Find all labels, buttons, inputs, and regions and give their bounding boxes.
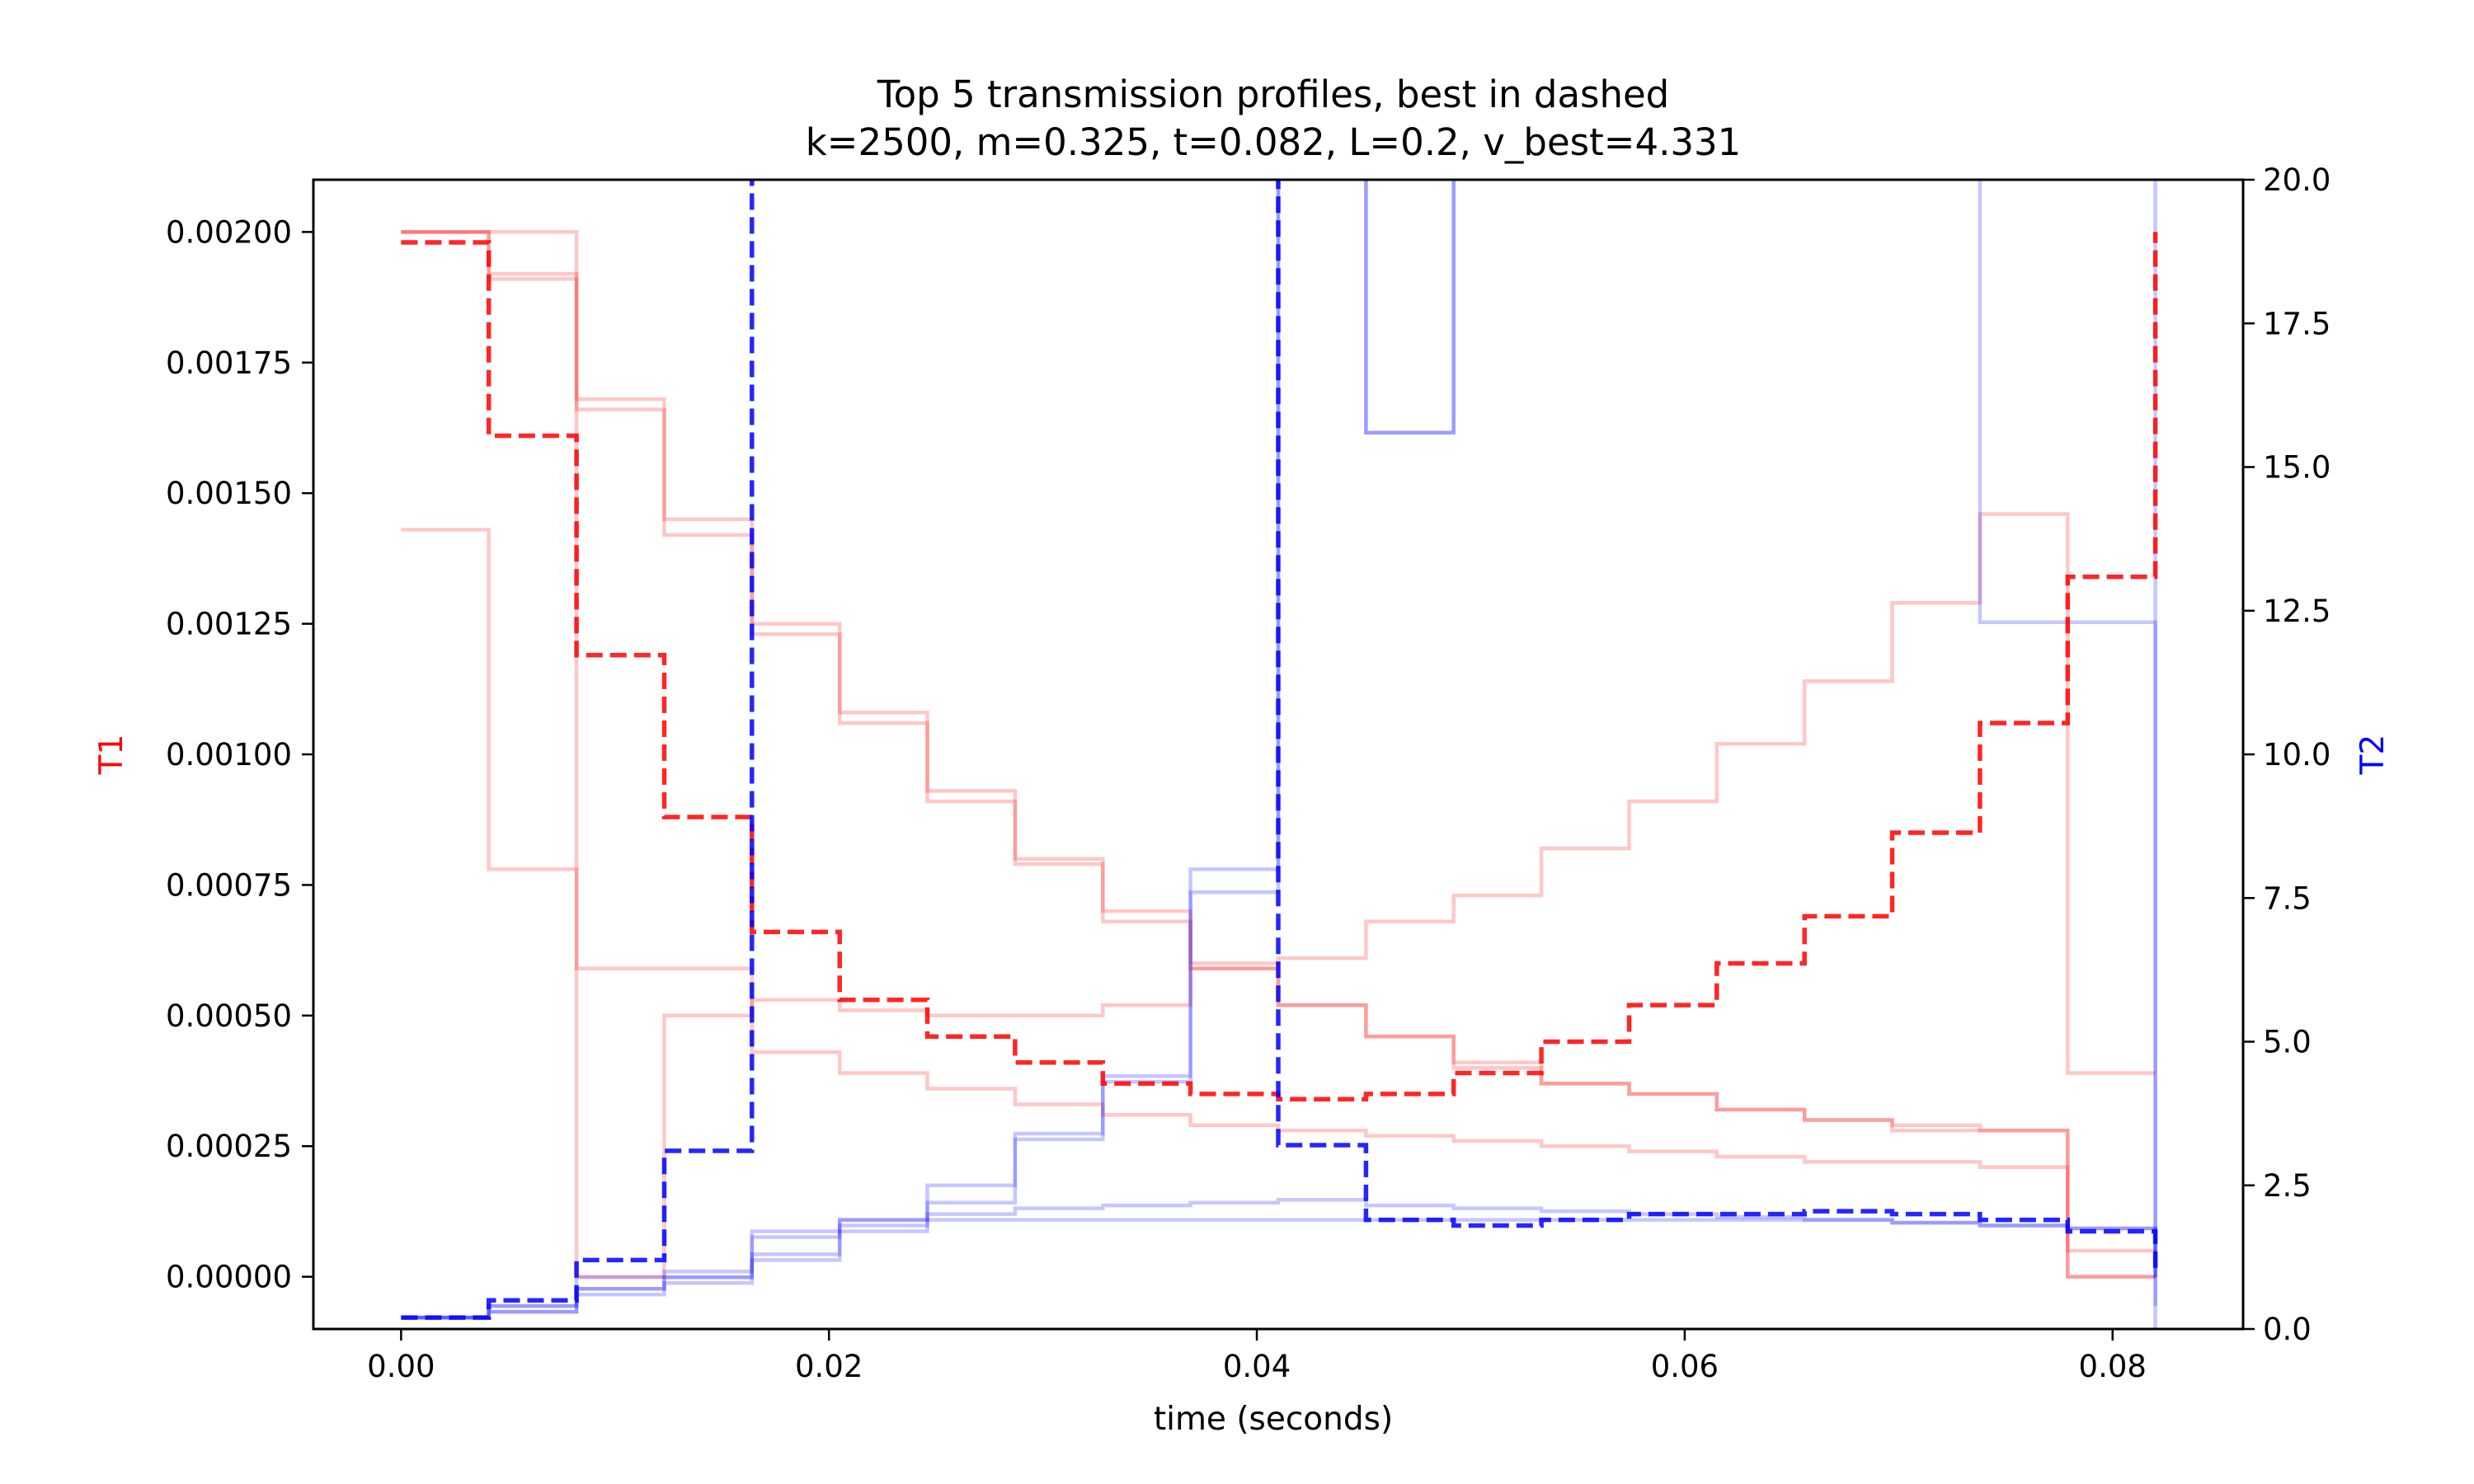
y-right-tick-label: 0.0	[2263, 1312, 2312, 1347]
x-axis-label: time (seconds)	[1154, 1401, 1393, 1438]
t2-series-line	[401, 180, 2157, 1320]
y-left-tick-label: 0.00125	[166, 607, 292, 642]
best-t1-series-line	[401, 232, 2158, 1101]
series-layer	[401, 180, 2158, 1329]
y-left-axis: 0.00000 0.00025 0.00050 0.00075 0.00100 0.001…	[166, 214, 313, 1295]
x-tick-label: 0.06	[1651, 1349, 1719, 1384]
chart-subtitle: k=2500, m=0.325, t=0.082, L=0.2, v_best=…	[806, 120, 1742, 164]
y-left-tick-label: 0.00200	[166, 214, 292, 250]
t1-series-line	[401, 230, 2156, 1279]
x-tick-label: 0.02	[795, 1349, 863, 1384]
y-right-axis: 0.0 2.5 5.0 7.5 10.0 12.5 15.0 17.5 20.0	[2243, 162, 2331, 1347]
t2-series-line	[401, 1218, 2157, 1320]
y-left-tick-label: 0.00050	[166, 998, 292, 1034]
t2-series-line	[401, 1197, 2157, 1320]
y-left-tick-label: 0.00000	[166, 1260, 292, 1295]
x-tick-label: 0.00	[367, 1349, 435, 1384]
y-right-tick-label: 12.5	[2263, 594, 2331, 629]
y-left-tick-label: 0.00100	[166, 737, 292, 773]
y-right-tick-label: 5.0	[2263, 1025, 2312, 1060]
y-left-tick-label: 0.00175	[166, 345, 292, 381]
y-right-tick-label: 10.0	[2263, 737, 2331, 773]
x-tick-label: 0.04	[1223, 1349, 1291, 1384]
y-left-tick-label: 0.00150	[166, 476, 292, 511]
best-t2-series-line	[401, 180, 2158, 1320]
x-axis: 0.00 0.02 0.04 0.06 0.08	[367, 1329, 2147, 1384]
y-left-tick-label: 0.00025	[166, 1129, 292, 1164]
y-right-tick-label: 20.0	[2263, 162, 2331, 198]
chart-title: Top 5 transmission profiles, best in das…	[877, 73, 1669, 116]
y-right-tick-label: 17.5	[2263, 306, 2331, 341]
y-right-tick-label: 2.5	[2263, 1168, 2312, 1204]
x-tick-label: 0.08	[2079, 1349, 2147, 1384]
y-left-tick-label: 0.00075	[166, 867, 292, 903]
y-left-axis-label: T1	[93, 735, 130, 776]
y-right-tick-label: 7.5	[2263, 881, 2312, 916]
y-right-tick-label: 15.0	[2263, 450, 2331, 486]
y-right-axis-label: T2	[2354, 735, 2392, 776]
